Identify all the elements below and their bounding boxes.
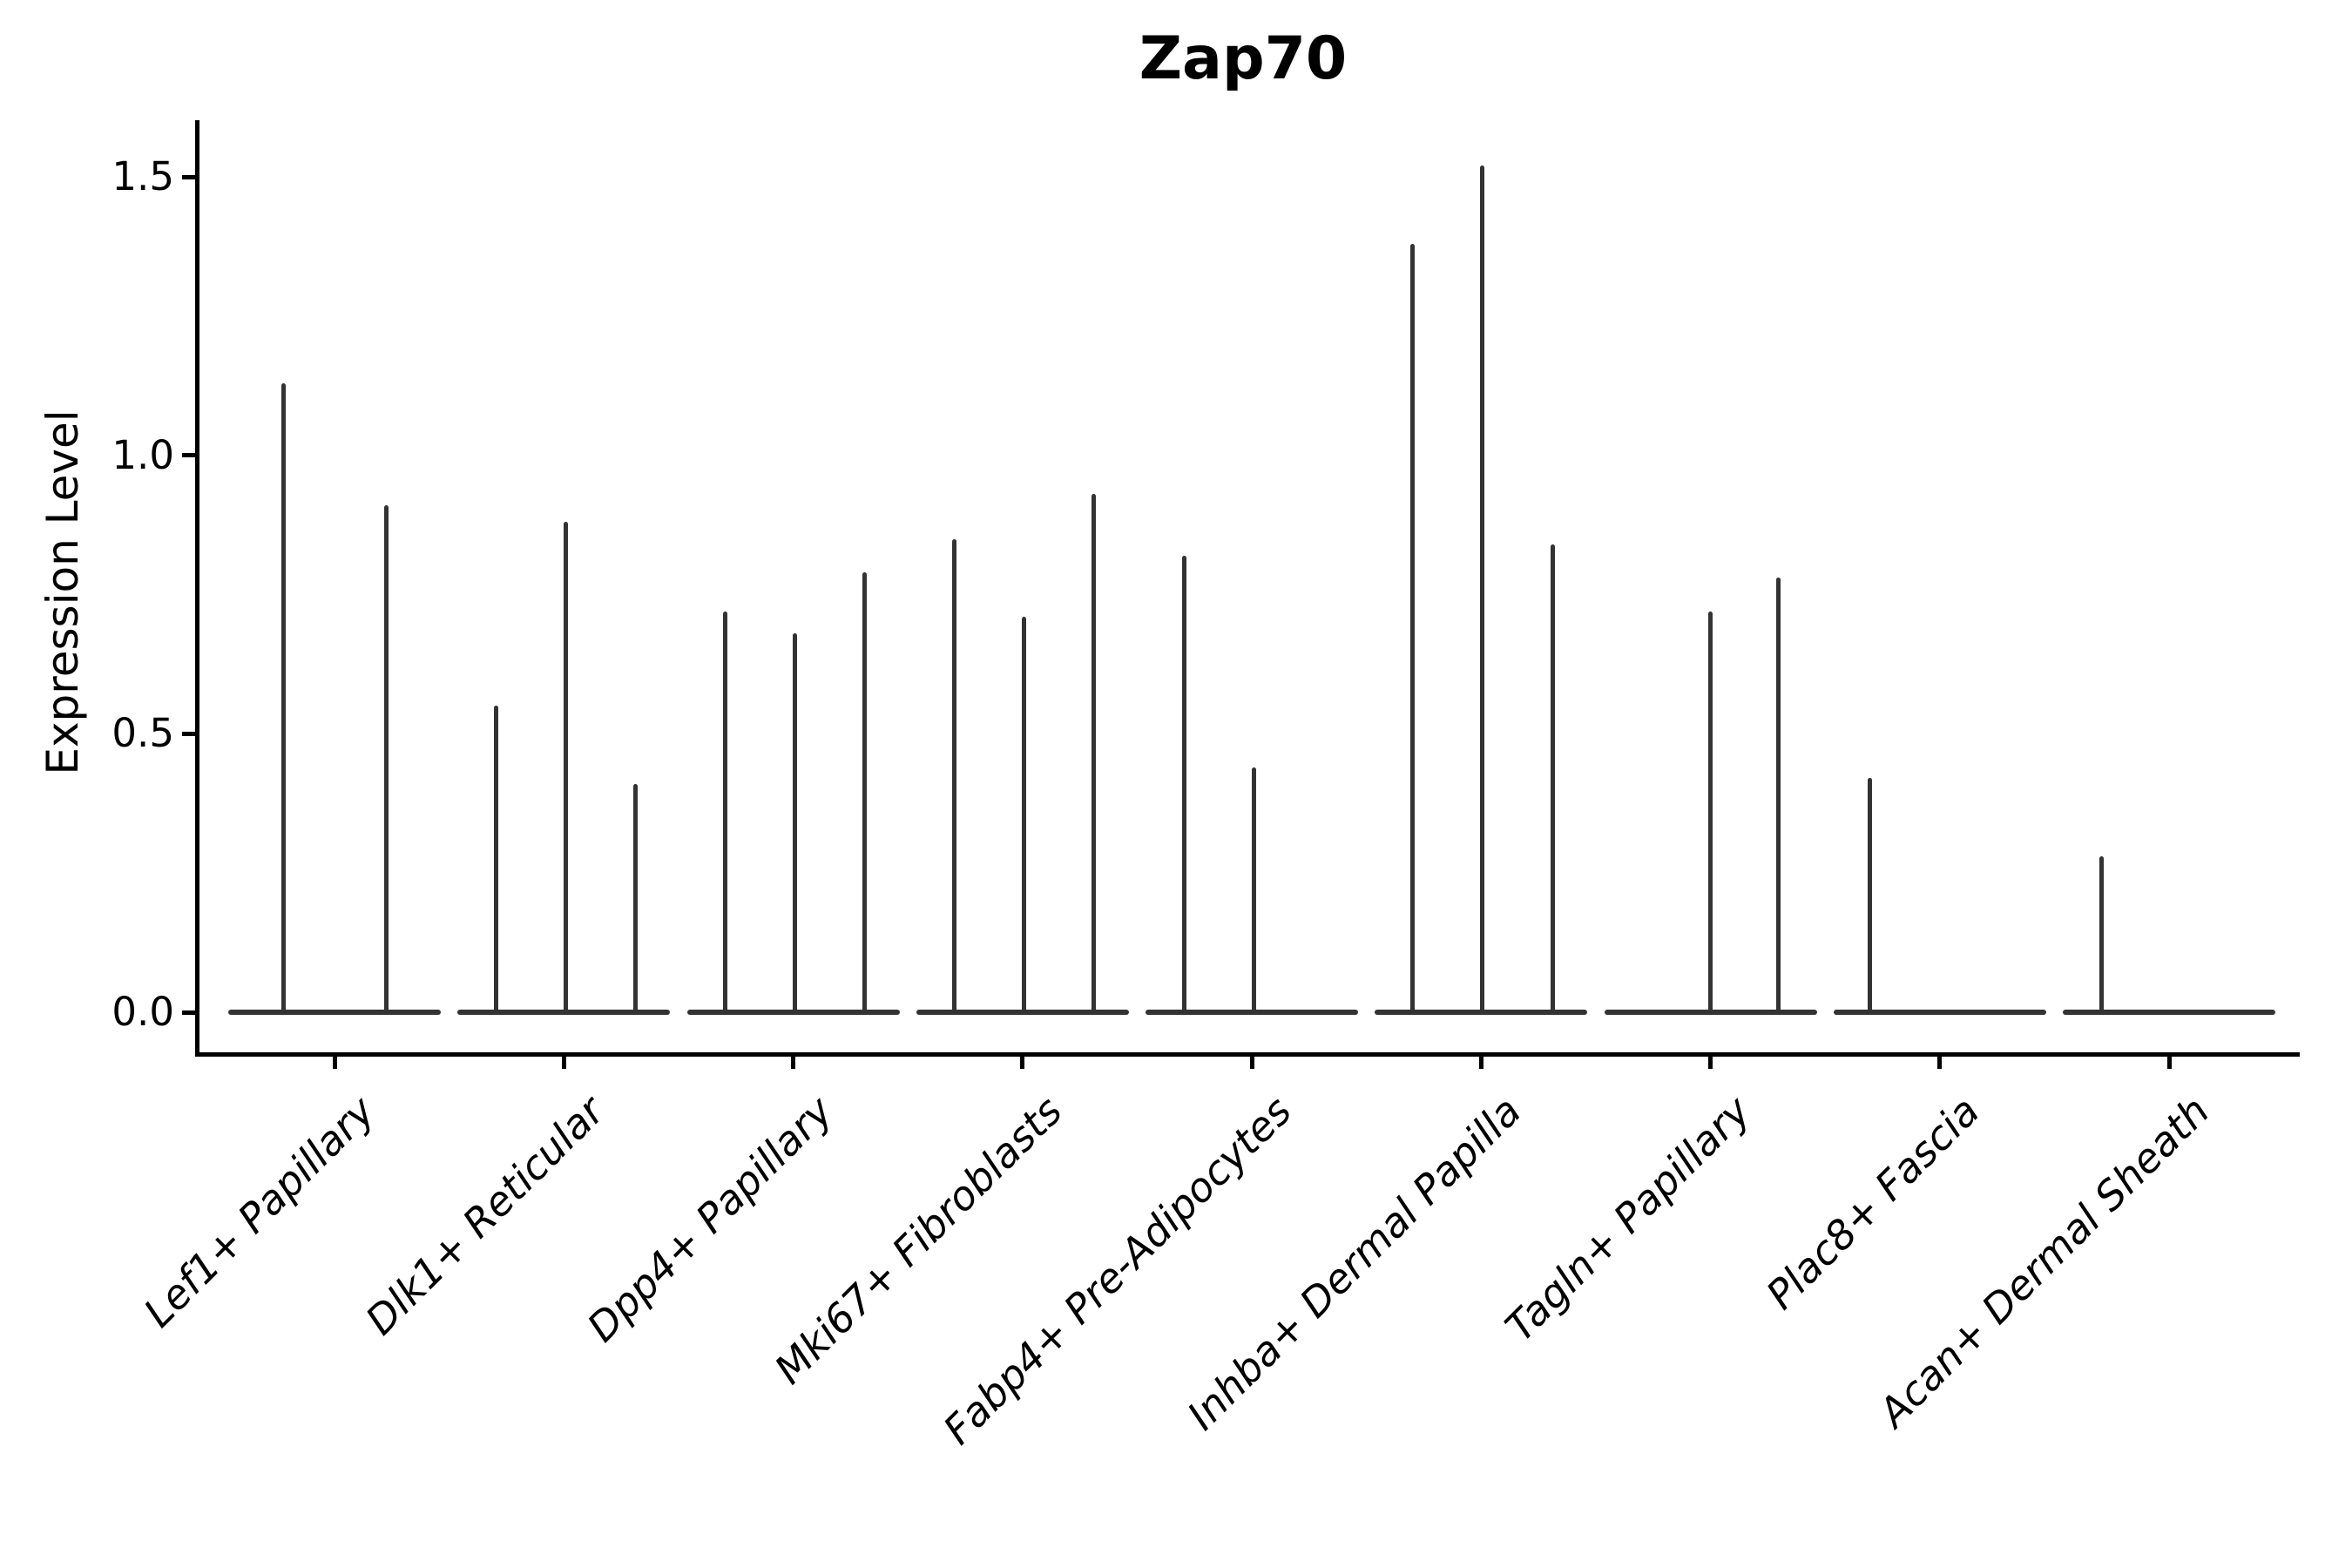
violin-spike	[1550, 544, 1555, 1015]
x-tick-label: Tagln+ Papillary	[1496, 1087, 1760, 1351]
violin-spike	[793, 633, 797, 1015]
y-tick-label: 1.5	[112, 153, 174, 199]
violin-spike	[1181, 555, 1186, 1015]
violin-spike	[280, 382, 286, 1015]
violin-spike	[1868, 778, 1873, 1015]
x-tick-mark	[561, 1055, 566, 1069]
y-tick-mark	[182, 174, 196, 179]
violin-spike	[2099, 855, 2104, 1015]
y-tick-mark	[182, 1010, 196, 1015]
y-tick-mark	[182, 453, 196, 458]
violin-spike	[1092, 494, 1097, 1015]
violin-spike	[1251, 767, 1256, 1015]
y-tick-label: 1.0	[112, 431, 174, 478]
violin-spike	[563, 522, 568, 1015]
x-tick-mark	[1937, 1055, 1943, 1069]
violin-spike	[493, 706, 498, 1015]
x-tick-mark	[1020, 1055, 1025, 1069]
violin-spike	[862, 571, 867, 1015]
x-tick-label: Plac8+ Fascia	[1757, 1087, 1989, 1319]
y-tick-mark	[182, 731, 196, 736]
x-tick-mark	[332, 1055, 337, 1069]
x-tick-mark	[791, 1055, 795, 1069]
violin-base	[2063, 1010, 2275, 1015]
chart-title: Zap70	[1139, 24, 1348, 93]
y-tick-label: 0.5	[112, 710, 174, 757]
violin-spike	[383, 505, 389, 1015]
violin-spike	[1022, 617, 1027, 1015]
violin-base	[1833, 1010, 2046, 1015]
violin-spike	[1409, 243, 1415, 1015]
violin-base	[228, 1010, 441, 1015]
x-tick-label: Dlk1+ Reticular	[355, 1087, 613, 1344]
violin-spike	[1708, 611, 1713, 1015]
bottom-axis-spine	[195, 1052, 2300, 1057]
left-axis-spine	[195, 120, 199, 1057]
x-tick-mark	[1708, 1055, 1713, 1069]
violin-spike	[1776, 578, 1781, 1015]
violin-spike	[952, 538, 957, 1015]
x-tick-mark	[1478, 1055, 1484, 1069]
y-tick-label: 0.0	[112, 989, 174, 1035]
violin-spike	[632, 783, 638, 1015]
x-tick-label: Dpp4+ Papillary	[578, 1087, 842, 1351]
violin-spike	[1479, 166, 1484, 1015]
x-tick-mark	[1249, 1055, 1254, 1069]
x-tick-mark	[2166, 1055, 2172, 1069]
x-tick-label: Lef1+ Papillary	[134, 1087, 384, 1336]
violin-spike	[723, 611, 727, 1015]
